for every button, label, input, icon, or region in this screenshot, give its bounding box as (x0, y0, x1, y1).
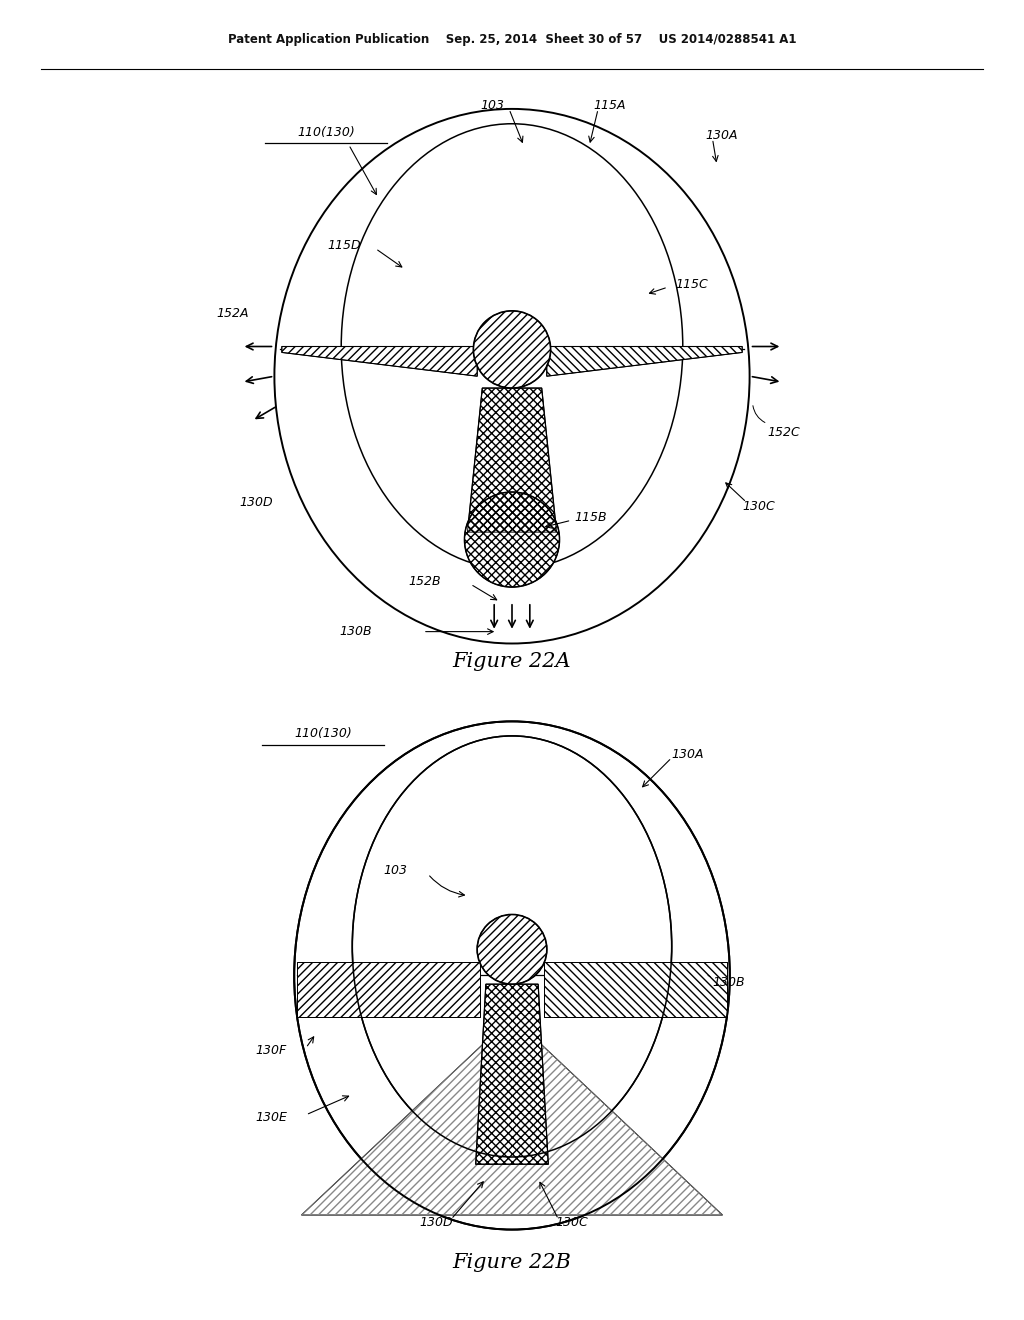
Text: 130B: 130B (713, 977, 745, 989)
Text: 130F: 130F (256, 1044, 287, 1057)
Text: 130A: 130A (672, 748, 705, 762)
Text: 130E: 130E (255, 1111, 287, 1125)
Text: Figure 22B: Figure 22B (453, 1254, 571, 1272)
Text: 130D: 130D (240, 496, 273, 510)
Text: 115B: 115B (574, 511, 607, 524)
Text: 115A: 115A (594, 99, 626, 112)
Polygon shape (476, 985, 548, 1164)
Circle shape (477, 915, 547, 985)
Text: 130B: 130B (340, 626, 373, 638)
Text: 103: 103 (383, 865, 408, 878)
Text: 110(130): 110(130) (298, 125, 355, 139)
Polygon shape (467, 388, 557, 532)
Polygon shape (282, 346, 477, 376)
Text: 152A: 152A (216, 308, 249, 321)
Text: 152C: 152C (767, 426, 800, 440)
Polygon shape (301, 1016, 723, 1214)
Polygon shape (544, 962, 727, 1016)
Text: 152B: 152B (409, 574, 440, 587)
Polygon shape (547, 346, 742, 376)
Text: 130C: 130C (742, 500, 775, 513)
Text: 130D: 130D (420, 1216, 454, 1229)
Text: 103: 103 (480, 99, 505, 112)
Circle shape (473, 312, 551, 388)
Text: 130C: 130C (556, 1216, 589, 1229)
Text: 110(130): 110(130) (294, 727, 352, 741)
Polygon shape (297, 962, 480, 1016)
Text: 130A: 130A (706, 129, 737, 143)
Text: Patent Application Publication    Sep. 25, 2014  Sheet 30 of 57    US 2014/02885: Patent Application Publication Sep. 25, … (227, 33, 797, 46)
Text: 115C: 115C (676, 277, 709, 290)
Circle shape (465, 492, 559, 587)
Text: Figure 22A: Figure 22A (453, 652, 571, 671)
Text: 115D: 115D (327, 239, 360, 252)
